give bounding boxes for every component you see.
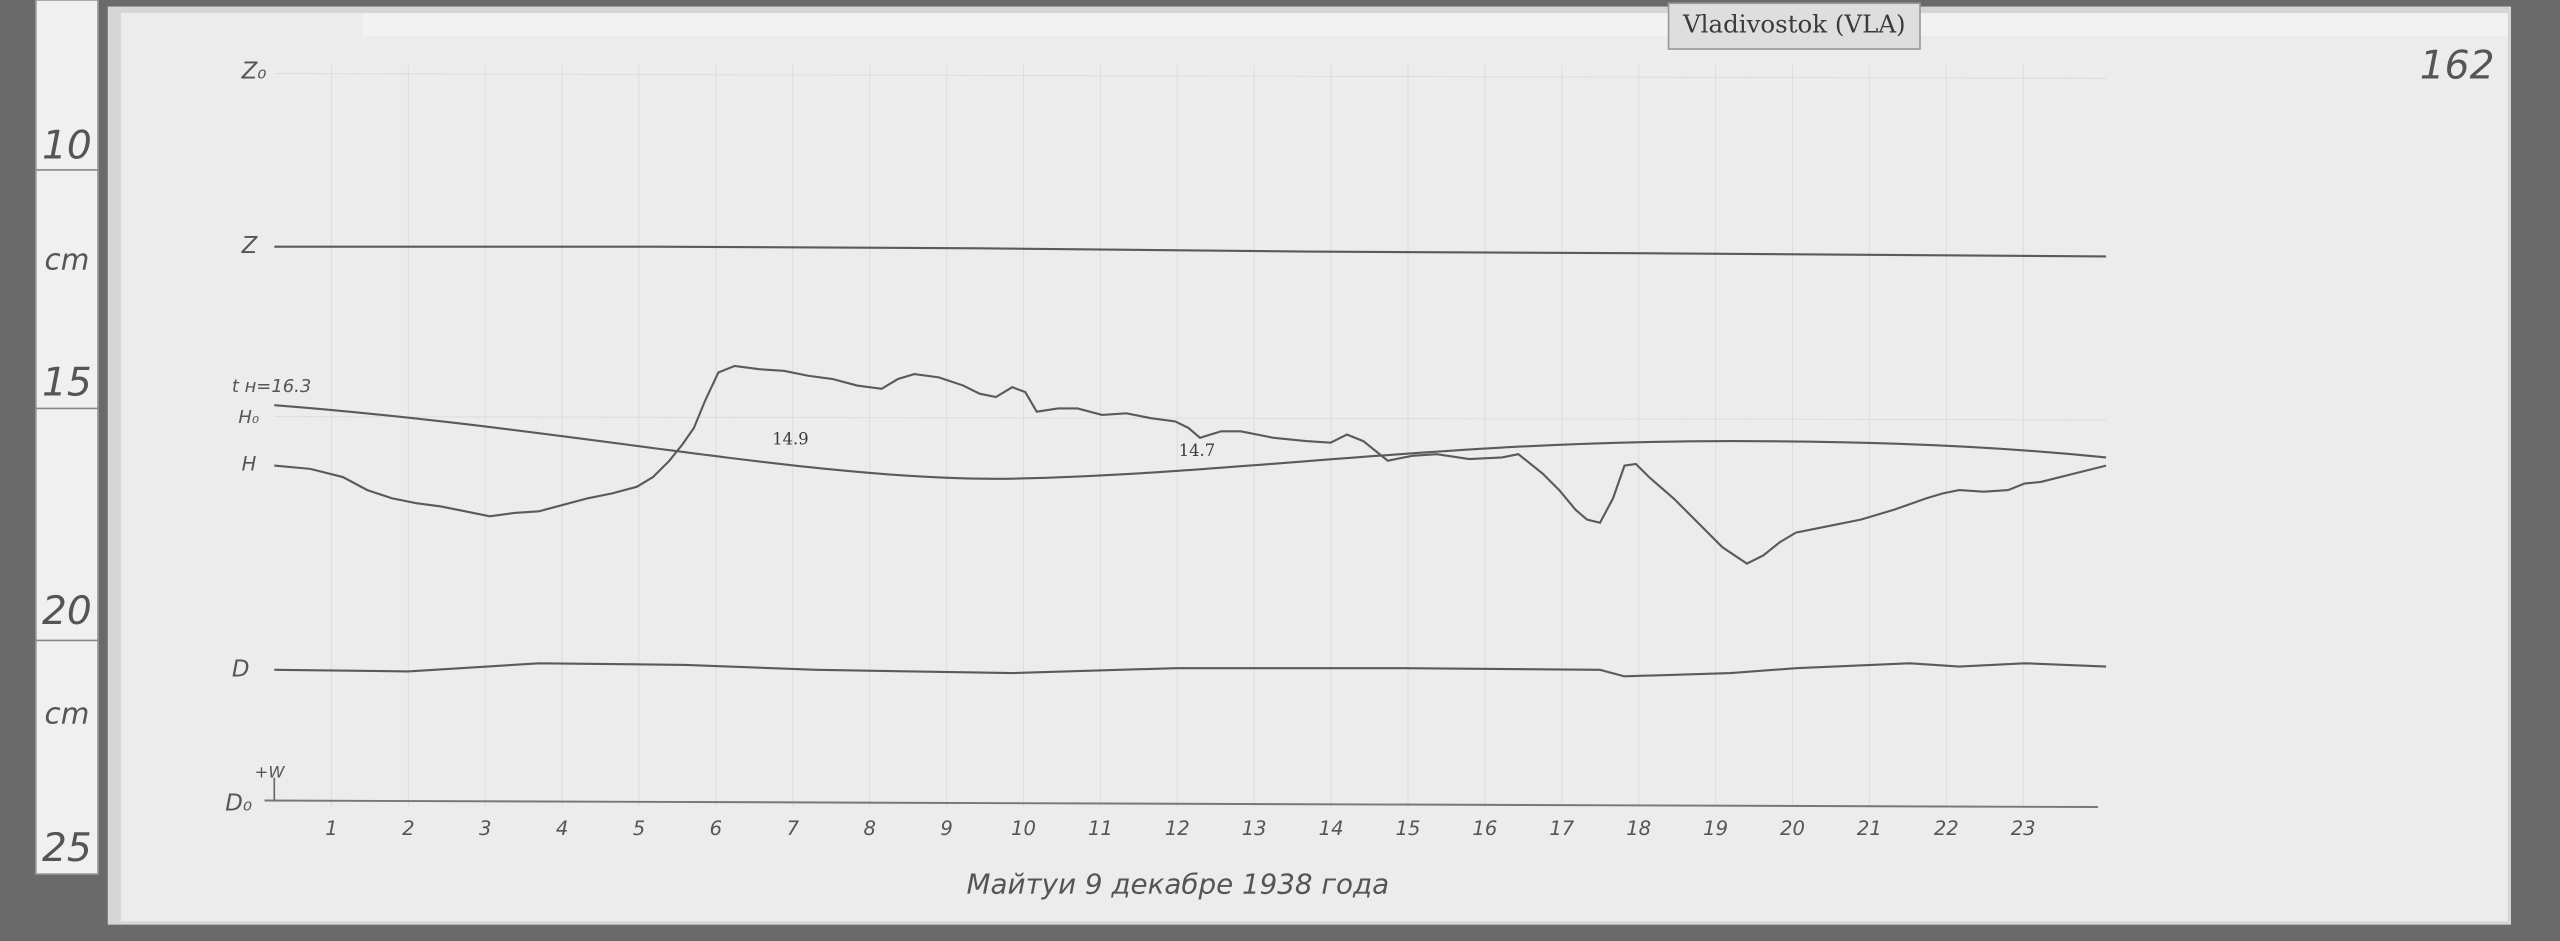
z-trace: [274, 245, 2107, 258]
hour-label: 21: [1857, 817, 1882, 840]
d0-baseline: [264, 799, 2098, 809]
hour-label: 22: [1934, 817, 1959, 840]
caption: Майтуи 9 декабре 1938 года: [967, 868, 1390, 901]
ruler: [35, 0, 99, 875]
t-label: t н=16.3: [232, 376, 311, 397]
hour-labels: 1 2 3 4 5 6 7 8 9 10 11 12 13 14 15 16 17 18 19 20 21 22 23: [325, 817, 2035, 840]
annotation: 14.9: [772, 429, 808, 448]
sheet-number: 162: [2420, 43, 2495, 88]
ruler-label: 15: [42, 360, 92, 405]
hour-label: 17: [1549, 817, 1574, 840]
z-label: Z: [241, 233, 259, 259]
h-trace: [274, 364, 2107, 565]
hour-label: 11: [1088, 817, 1113, 840]
annotation: 14.7: [1179, 441, 1215, 460]
sheet-strip: [362, 13, 2508, 36]
h0-baseline: [274, 416, 2107, 421]
d-trace: [274, 662, 2107, 678]
hour-label: 19: [1703, 817, 1728, 840]
sheet: [120, 13, 2508, 922]
hour-label: 4: [556, 817, 568, 840]
hour-label: 20: [1780, 817, 1805, 840]
ruler-label: cm: [45, 697, 90, 731]
hour-label: 12: [1165, 817, 1190, 840]
hour-label: 1: [325, 817, 337, 840]
h0-label: H₀: [238, 407, 259, 428]
z0-label: Z₀: [241, 58, 267, 84]
d-label: D: [232, 656, 250, 682]
hour-label: 5: [633, 817, 645, 840]
hour-label: 10: [1011, 817, 1036, 840]
hour-label: 18: [1626, 817, 1651, 840]
z0-baseline: [274, 73, 2107, 79]
d0-label: D₀: [225, 790, 252, 816]
hour-label: 16: [1472, 817, 1497, 840]
ruler-label: 10: [42, 123, 92, 168]
temperature-curve: [274, 404, 2107, 480]
ruler-labels: 10 cm 15 20 cm 25: [35, 123, 98, 871]
hour-label: 6: [710, 817, 722, 840]
hour-label: 2: [402, 817, 414, 840]
hour-label: 23: [2011, 817, 2036, 840]
station-label: Vladivostok (VLA): [1682, 10, 1906, 39]
ruler-label: 20: [42, 589, 92, 634]
hour-label: 9: [940, 817, 952, 840]
ruler-label: 25: [42, 826, 92, 871]
hour-label: 14: [1319, 817, 1344, 840]
ruler-label: cm: [45, 243, 90, 277]
w-label: +W: [255, 763, 286, 782]
hour-label: 3: [479, 817, 491, 840]
hour-label: 13: [1242, 817, 1267, 840]
station-label-box: [1667, 2, 1921, 50]
hour-label: 7: [787, 817, 800, 840]
hour-label: 15: [1396, 817, 1421, 840]
h-label: H: [242, 452, 257, 475]
hour-label: 8: [863, 817, 875, 840]
